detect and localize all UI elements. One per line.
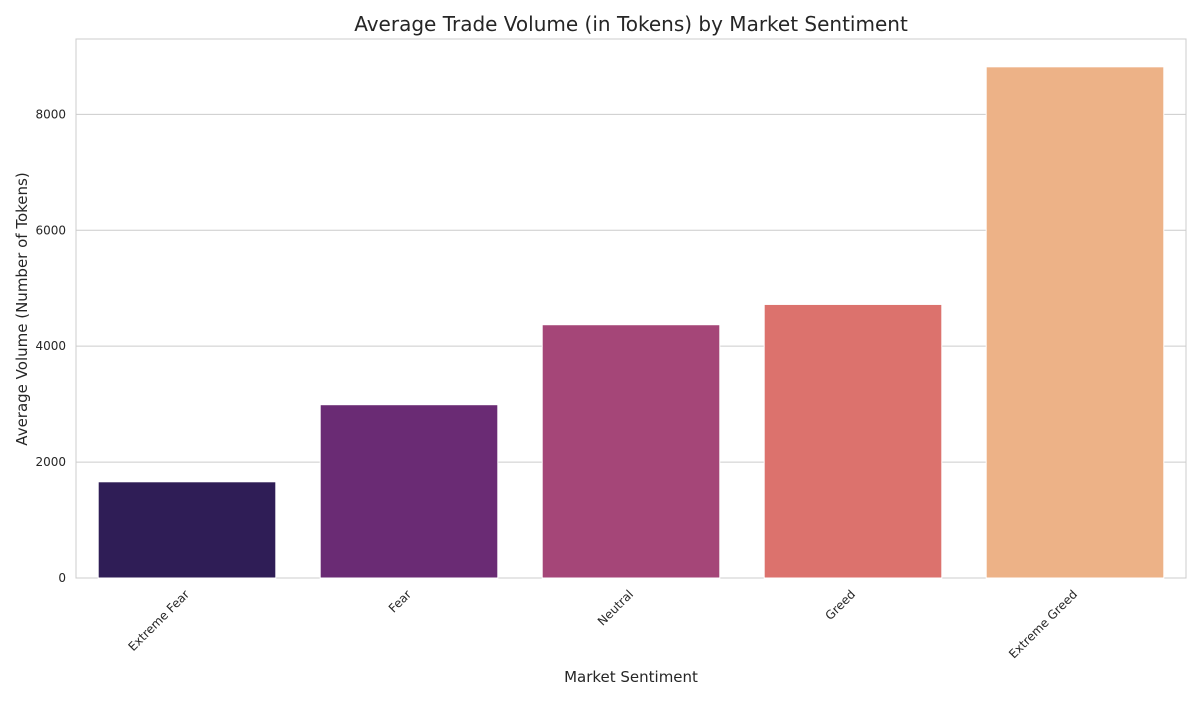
y-tick-label: 8000 — [35, 107, 66, 121]
x-tick-labels: Extreme Fear Fear Neutral Greed Extreme Gree… — [125, 587, 1080, 661]
bar-extreme-greed — [985, 66, 1165, 579]
bar-extreme-fear — [97, 481, 277, 579]
bar-fear — [319, 404, 499, 579]
y-tick-label: 0 — [58, 571, 66, 585]
chart-title: Average Trade Volume (in Tokens) by Mark… — [354, 12, 908, 36]
x-tick-label: Neutral — [595, 587, 636, 628]
y-tick-label: 6000 — [35, 223, 66, 237]
y-tick-label: 4000 — [35, 339, 66, 353]
bar-greed — [763, 303, 943, 579]
y-axis-label: Average Volume (Number of Tokens) — [13, 172, 31, 445]
x-tick-label: Extreme Fear — [125, 587, 192, 654]
x-tick-label: Extreme Greed — [1006, 587, 1080, 661]
x-axis-label: Market Sentiment — [564, 668, 698, 686]
y-tick-labels: 0 2000 4000 6000 8000 — [35, 107, 66, 585]
x-tick-label: Fear — [386, 587, 414, 615]
y-tick-label: 2000 — [35, 455, 66, 469]
bar-neutral — [541, 324, 721, 579]
bars — [97, 66, 1165, 579]
x-tick-label: Greed — [823, 587, 859, 623]
